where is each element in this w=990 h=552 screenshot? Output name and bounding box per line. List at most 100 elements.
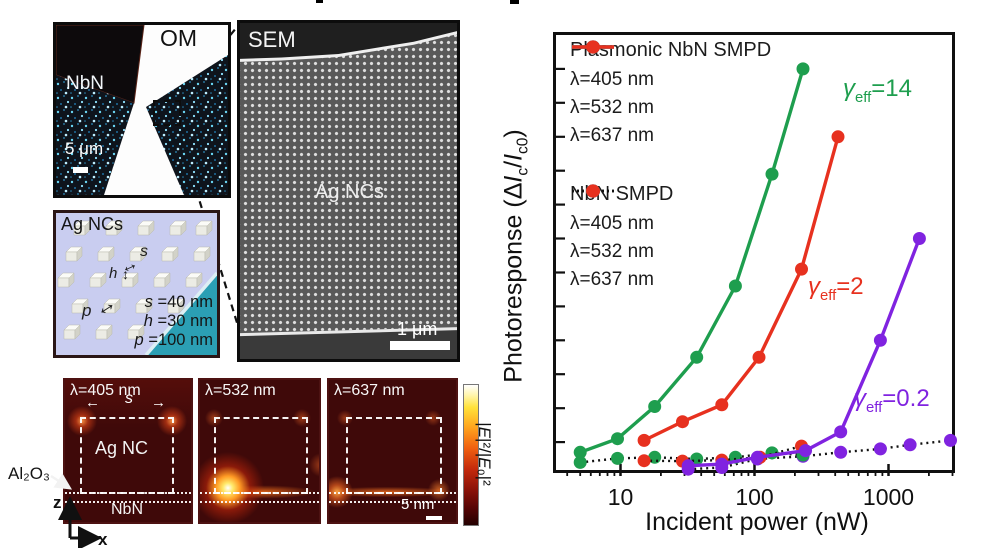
field-intensity-colorbar [463,384,479,526]
al2o3-layer-label: Al₂O₃ [8,464,50,483]
al2o3-pointer-arrow [50,473,73,490]
nanocube [73,220,91,236]
nanocube [121,272,139,288]
oxide-layer-line [200,501,319,503]
legend-entry-label: λ=637 nm [570,269,654,290]
nanocube [185,272,203,288]
om-zoom-region-box [153,100,181,126]
wavelength-label-637: λ=637 nm [334,382,405,399]
x-axis-label: x [98,530,108,548]
sem-scalebar-label: 1 μm [397,319,438,339]
legend-entry-label: λ=532 nm [570,97,654,118]
nbn-substrate-label: NbN [111,501,144,518]
legend-entry: λ=532 nm [570,184,673,266]
optical-microscope-panel: OM NbN 5 μm [53,22,231,198]
legend-swatch-solid [572,40,614,54]
gamma-eff-annotation: γeff=2 [808,273,864,304]
schematic-title: Ag NCs [61,214,124,234]
nanocube [71,298,89,314]
coordinate-axes: z x [53,493,108,548]
field-simulation-637nm: λ=637 nm 5 nm [327,378,458,524]
s-dimension-label: s [125,390,133,407]
nanocube [89,272,107,288]
om-scalebar [73,167,88,173]
sem-panel-title: SEM [248,27,296,52]
nanocube [97,246,115,262]
field-simulation-532nm: λ=532 nm [198,378,321,524]
cropped-caption-fragment [510,0,519,4]
ag-nc-label: Ag NC [95,438,149,458]
nanocube [95,324,113,340]
om-scalebar-label: 5 μm [65,139,104,158]
sem-image-panel: SEM Ag NCs 1 μm [237,20,460,362]
legend-entry-label: λ=405 nm [570,69,654,90]
y-axis-label: Photoresponse (ΔIc/Ic0) [499,128,532,383]
nanocube [135,298,153,314]
wavelength-label-532: λ=532 nm [205,382,276,399]
legend-plasmonic-group: Plasmonic NbN SMPD λ=405 nm λ=532 nm λ=637 … [570,39,771,150]
nanocube [127,324,145,340]
om-bowtie-image [55,24,228,195]
nanocube [103,298,121,314]
nanocube [169,220,187,236]
sim-scalebar [426,516,442,520]
dim-h-label: h [109,265,118,282]
legend-group-title: Plasmonic NbN SMPD [570,39,772,61]
dim-h-arrow: ↕ [122,266,129,282]
nanocube-outline [346,417,442,494]
oxide-layer-line [329,501,456,503]
nanocube [167,298,185,314]
legend-entry: λ=637 nm [570,184,673,294]
field-simulation-405nm: λ=405 nm ← s → Ag NC NbN [63,378,193,524]
wavelength-label-405: λ=405 nm [70,382,141,399]
legend-entry-label: λ=405 nm [570,213,654,234]
oxide-layer-line [329,492,456,494]
nanocube [137,220,155,236]
oxide-layer-line [200,492,319,494]
ag-nanocube-schematic-panel: Ag NCs s ↔ h ↕ p ↔ s =40 nm h =30 nm p =… [53,210,220,358]
legend-entry-label: λ=532 nm [570,241,654,262]
x-tick-label: 100 [735,484,774,510]
gamma-eff-annotation: γeff=0.2 [854,385,930,416]
legend-swatch-dotted [572,184,614,198]
legend-entry: λ=405 nm [570,184,673,238]
cropped-caption-fragment [316,0,323,3]
sem-scalebar [390,341,450,350]
chart-plot-area [556,62,957,476]
nanocube [57,272,75,288]
nanocube [129,246,147,262]
nanocube-parameters: s =40 nm h =30 nm p =100 nm [135,293,213,350]
param-p: p =100 nm [134,331,213,349]
nanocube [153,272,171,288]
legend-entry: λ=405 nm [570,40,771,94]
oxide-layer-line [65,492,191,494]
gamma-eff-annotation: γeff=14 [843,75,912,106]
oxide-layer-line [65,501,191,503]
nanocube [161,246,179,262]
legend-entry-label: λ=637 nm [570,125,654,146]
nbn-material-label: NbN [66,73,105,94]
s-left-arrow: ← [85,394,100,411]
x-axis-label: Incident power (nW) [645,508,869,536]
dim-p-label: p [82,301,92,320]
param-h: h =30 nm [143,312,213,330]
sem-agncs-label: Ag NCs [315,181,384,203]
om-panel-title: OM [160,25,198,51]
legend-entry: λ=532 nm [570,40,771,122]
sim-scalebar-label: 5 nm [401,496,435,513]
z-axis-label: z [53,493,62,512]
photoresponse-chart: Plasmonic NbN SMPD λ=405 nm λ=532 nm λ=637 … [553,32,957,510]
nanocube [63,324,81,340]
dim-s-label: s [140,243,148,260]
param-s: s =40 nm [144,293,213,311]
nanocube [193,246,211,262]
nanocube [65,246,83,262]
legend-bare-nbn-group: NbN SMPD λ=405 nm λ=532 nm λ=637 nm [570,183,673,294]
nanocube-outline [214,417,308,494]
x-tick-label: 1000 [862,484,915,510]
nanocube-array-illustration [57,220,219,357]
sem-nanocube-dot-array [240,23,457,359]
s-right-arrow: → [151,394,166,411]
legend-entry: λ=637 nm [570,40,771,150]
